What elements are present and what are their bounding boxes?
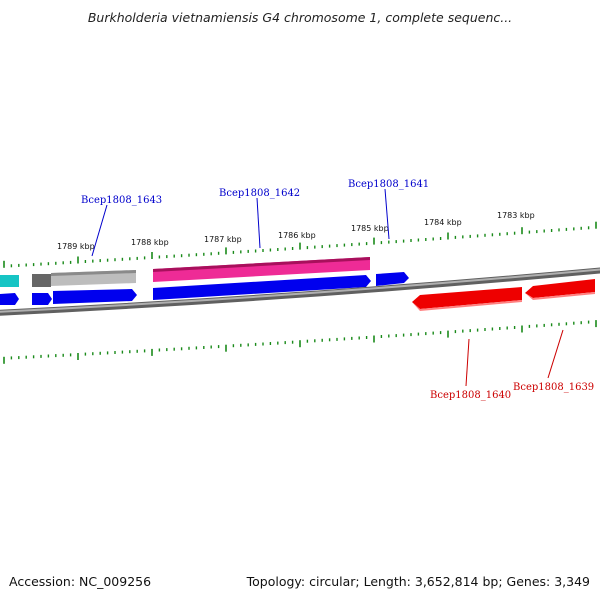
feature-pink-edge — [153, 257, 370, 272]
gene-label-bcep1808-1641[interactable]: Bcep1808_1641 — [348, 179, 429, 190]
scale-label-1783: 1783 kbp — [497, 211, 535, 220]
feature-pink[interactable] — [153, 257, 370, 282]
cds-forward-3[interactable] — [53, 289, 137, 304]
cds-forward-5[interactable] — [376, 272, 409, 286]
cds-forward-1[interactable] — [0, 293, 19, 305]
gene-label-bcep1808-1643[interactable]: Bcep1808_1643 — [81, 195, 162, 206]
scale-label-1784: 1784 kbp — [424, 218, 462, 227]
scale-label-1787: 1787 kbp — [204, 235, 242, 244]
gene-label-bcep1808-1639[interactable]: Bcep1808_1639 — [513, 382, 594, 393]
cds-forward-2[interactable] — [32, 293, 52, 305]
gene-label-bcep1808-1642[interactable]: Bcep1808_1642 — [219, 188, 300, 199]
scale-label-1789: 1789 kbp — [57, 242, 95, 251]
callout-line-1643 — [91, 204, 108, 257]
cds-reverse-1[interactable] — [412, 287, 522, 309]
feature-darkgray[interactable] — [32, 274, 51, 287]
scale-label-1785: 1785 kbp — [351, 224, 389, 233]
gene-label-bcep1808-1640[interactable]: Bcep1808_1640 — [430, 390, 511, 401]
accession-label: Accession: NC_009256 — [9, 574, 152, 589]
genome-backbone — [0, 267, 600, 316]
cds-forward-4[interactable] — [153, 275, 371, 300]
callout-line-1642 — [256, 197, 261, 249]
sequence-stats: Topology: circular; Length: 3,652,814 bp… — [246, 574, 590, 589]
cds-reverse-2-edge — [525, 292, 595, 300]
callout-line-1641 — [384, 188, 390, 240]
gene-callouts: Bcep1808_1643 Bcep1808_1642 Bcep1808_164… — [81, 179, 594, 401]
outer-tick-track — [3, 221, 597, 268]
callout-line-1639 — [547, 329, 564, 379]
cds-reverse-2[interactable] — [525, 279, 595, 298]
map-title: Burkholderia vietnamiensis G4 chromosome… — [87, 10, 513, 25]
reverse-cds-track — [412, 279, 595, 311]
forward-cds-track — [0, 272, 409, 305]
callout-line-1640 — [465, 338, 470, 387]
cds-reverse-1-edge — [412, 300, 522, 311]
feature-track — [0, 257, 370, 287]
feature-cyan[interactable] — [0, 275, 19, 287]
scale-label-1788: 1788 kbp — [131, 238, 169, 247]
feature-gray-edge — [51, 270, 136, 276]
inner-tick-track — [3, 320, 597, 364]
scale-labels: 1789 kbp 1788 kbp 1787 kbp 1786 kbp 1785… — [57, 211, 535, 251]
scale-label-1786: 1786 kbp — [278, 231, 316, 240]
